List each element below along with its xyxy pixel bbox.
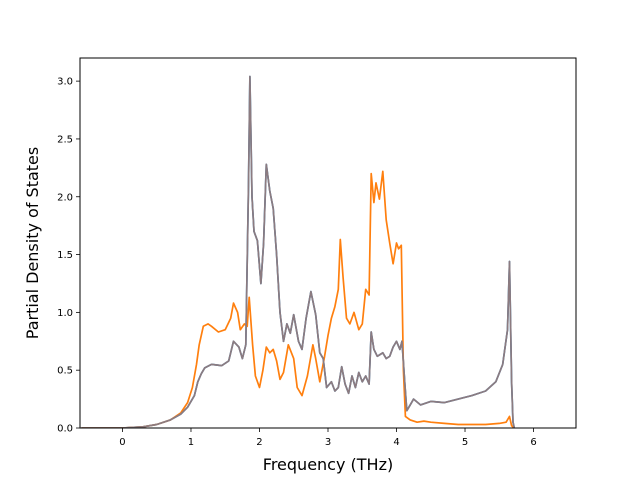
y-tick-label: 3.0 [57,77,73,88]
y-tick-label: 0.0 [57,424,73,435]
y-tick-label: 0.5 [57,366,73,377]
y-axis-label: Partial Density of States [23,147,42,339]
x-tick-label: 2 [256,437,262,448]
series-line-3 [81,75,516,428]
y-axis-ticks: 0.0 0.5 1.0 1.5 2.0 2.5 3.0 [57,77,80,435]
y-tick-label: 2.0 [57,192,73,203]
x-tick-label: 5 [462,437,468,448]
x-tick-label: 4 [393,437,399,448]
x-tick-label: 1 [188,437,194,448]
x-axis-ticks: 0 1 2 3 4 5 6 [119,428,537,448]
x-tick-label: 6 [530,437,536,448]
y-tick-label: 1.5 [57,250,73,261]
series-layer [81,75,516,428]
y-tick-label: 1.0 [57,308,73,319]
series-line-2 [81,170,515,428]
y-tick-label: 2.5 [57,134,73,145]
x-axis-label: Frequency (THz) [263,455,393,474]
x-tick-label: 3 [325,437,331,448]
x-tick-label: 0 [119,437,125,448]
